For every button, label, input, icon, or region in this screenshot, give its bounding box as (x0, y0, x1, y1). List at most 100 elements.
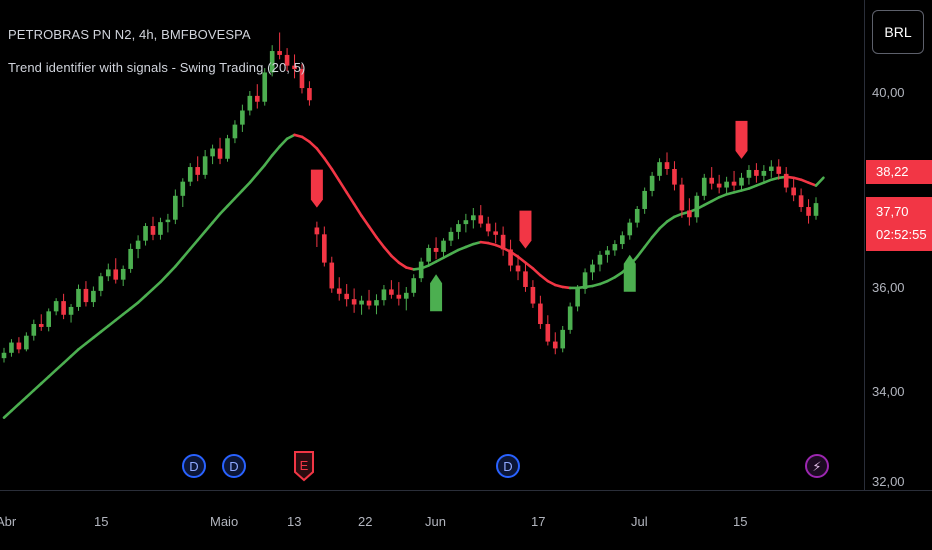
price-axis-border (864, 0, 865, 490)
buy-signal-marker (430, 274, 443, 312)
ma-segment (613, 271, 624, 279)
candle-body (515, 265, 521, 272)
candle-body (709, 177, 715, 184)
time-tick-jul: Jul (631, 514, 648, 529)
ma-segment (390, 254, 401, 264)
candle-body (530, 286, 536, 304)
ma-segment (196, 230, 207, 242)
candle-body (128, 248, 133, 269)
candle (98, 272, 104, 297)
symbol-legend[interactable]: PETROBRAS PN N2, 4h, BMFBOVESPA (8, 27, 251, 42)
ma-segment (17, 395, 28, 406)
candle (396, 282, 402, 306)
candle-body (336, 288, 342, 294)
candle-body (150, 226, 156, 235)
candle (500, 226, 506, 256)
candle-body (560, 329, 566, 349)
candle-body (165, 219, 171, 223)
ma-segment (285, 133, 296, 141)
earnings-badge-label: E (300, 458, 309, 473)
candle-body (262, 72, 268, 102)
ma-segment (69, 348, 80, 358)
candle (716, 174, 722, 194)
candle-body (91, 290, 96, 303)
candle (217, 137, 223, 165)
candle-body (567, 306, 573, 330)
candle-body (441, 240, 446, 252)
candle (314, 221, 320, 247)
ma-segment (47, 368, 58, 378)
candle (493, 222, 498, 244)
candle-body (292, 65, 297, 70)
candle (173, 189, 178, 225)
ma-segment (449, 248, 460, 256)
candle (620, 231, 625, 249)
ma-segment (807, 181, 818, 187)
candlestick-chart[interactable]: D D E D ⚡ (0, 0, 862, 490)
ma-segment (233, 189, 244, 200)
candle-body (225, 138, 230, 159)
candle-body (269, 51, 275, 73)
currency-button[interactable]: BRL (872, 10, 924, 54)
candle (813, 197, 819, 220)
time-axis-border (0, 490, 932, 491)
candle-body (642, 190, 647, 209)
candle (403, 286, 409, 311)
ma-segment (337, 179, 348, 194)
candle-body (634, 208, 640, 223)
candle (299, 64, 305, 94)
ma-segment (2, 409, 13, 419)
candle-body (61, 301, 66, 315)
candle-body (552, 341, 558, 349)
ma-segment (598, 279, 609, 286)
dividend-badge-label: D (503, 459, 512, 474)
ma-segment (606, 275, 617, 283)
ma-segment (144, 287, 155, 298)
candle (374, 294, 379, 315)
ma-segment (300, 135, 311, 143)
candle-body (605, 250, 610, 255)
ma-segment (84, 336, 95, 345)
candle (411, 274, 417, 297)
candle-body (687, 210, 692, 218)
candle (597, 250, 603, 272)
candle (560, 325, 566, 353)
candle (701, 173, 707, 201)
candle (292, 54, 297, 79)
candle-body (389, 289, 394, 295)
ma-segment (32, 382, 43, 392)
candle (76, 284, 81, 311)
candle (254, 84, 260, 109)
price-tick-32: 32,00 (872, 474, 905, 489)
ma-segment (203, 221, 214, 233)
candle (508, 239, 513, 272)
ma-segment (799, 178, 810, 184)
candle (731, 170, 737, 191)
indicator-legend[interactable]: Trend identifier with signals - Swing Tr… (8, 60, 306, 75)
ma-segment (345, 191, 356, 206)
ma-segment (278, 137, 289, 148)
candle-body (314, 227, 320, 235)
candle (761, 165, 767, 182)
candle (567, 302, 573, 334)
candle (776, 159, 782, 180)
candle (612, 240, 618, 256)
candle (485, 216, 491, 237)
dividend-event-icon: D (182, 454, 206, 478)
event-layer: D D E D ⚡ (182, 451, 829, 482)
candle (649, 171, 655, 197)
ma-segment (159, 272, 170, 284)
ma-segment (539, 273, 550, 283)
ma-segment (755, 181, 766, 187)
ma-segment (181, 247, 192, 260)
candle (247, 91, 253, 116)
candle (381, 285, 387, 306)
candle (262, 68, 268, 106)
candle (24, 332, 29, 352)
candle-body (493, 231, 498, 235)
ma-segment (25, 389, 36, 399)
candle (68, 304, 74, 323)
candle (463, 213, 469, 233)
sell-signal-marker (310, 169, 323, 208)
candle (105, 263, 111, 282)
